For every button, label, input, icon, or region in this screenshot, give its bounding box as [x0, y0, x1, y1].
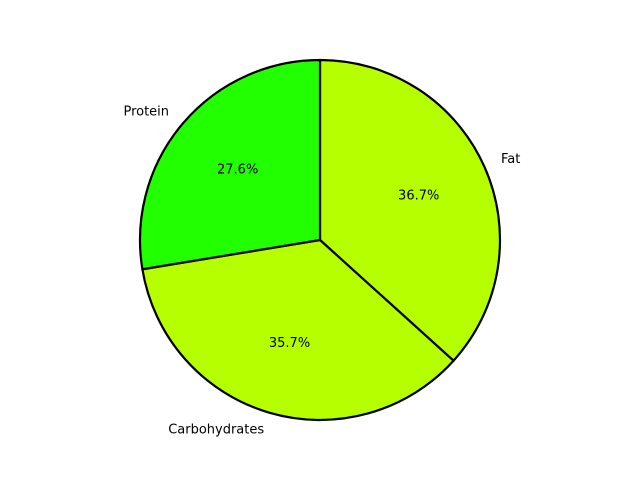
pie-label-protein: Protein: [123, 104, 169, 119]
pie-percent-fat: 36.7%: [398, 189, 439, 204]
pie-percent-carbohydrates: 35.7%: [269, 336, 310, 351]
pie-label-fat: Fat: [501, 152, 520, 167]
pie-percent-protein: 27.6%: [217, 163, 258, 178]
pie-slice-fat: [318, 58, 502, 362]
pie-label-carbohydrates: Carbohydrates: [168, 422, 264, 437]
pie-slices: [138, 58, 502, 422]
pie-slice-carbohydrates: [141, 238, 455, 422]
pie-slice-protein: [138, 58, 322, 271]
pie-labels: Fat 36.7% Carbohydrates 35.7% Protein 27.6%: [123, 104, 520, 437]
